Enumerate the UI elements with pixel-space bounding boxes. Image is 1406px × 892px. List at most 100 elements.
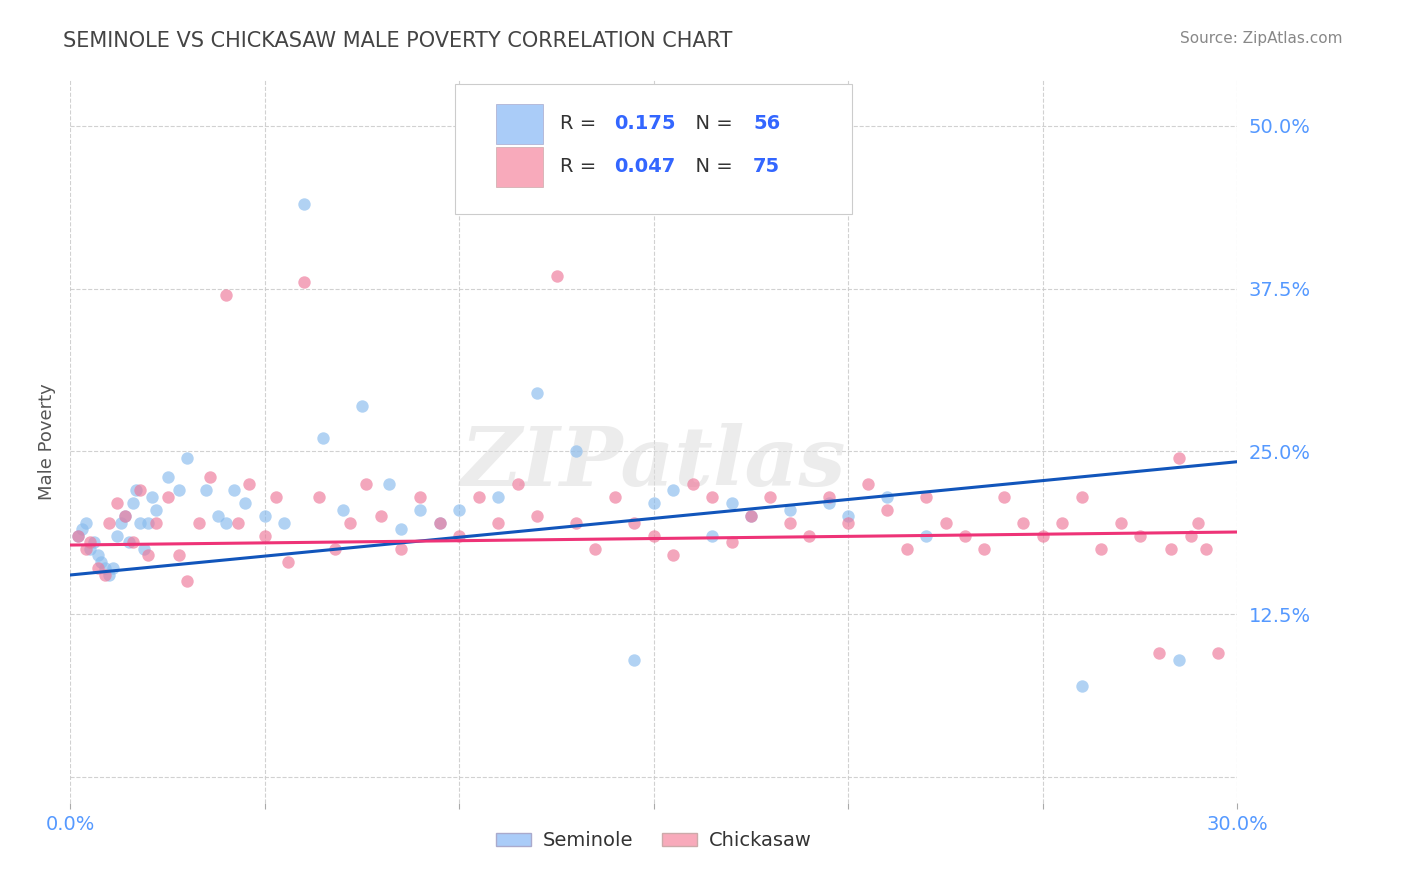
Point [1187, 516, 1209, 530]
Text: 75: 75 [754, 158, 780, 177]
Point [105, 496, 128, 510]
Point [312, 431, 335, 445]
Point [643, 529, 665, 543]
Point [973, 541, 995, 556]
Point [1012, 516, 1035, 530]
Point [121, 496, 143, 510]
Point [86, 549, 108, 563]
Point [818, 490, 841, 504]
Point [876, 503, 898, 517]
Point [546, 268, 568, 283]
FancyBboxPatch shape [496, 103, 543, 144]
Point [67, 529, 90, 543]
Point [121, 535, 143, 549]
Point [86, 561, 108, 575]
Point [233, 496, 256, 510]
Point [90, 555, 112, 569]
Point [141, 490, 163, 504]
Point [253, 529, 276, 543]
Point [953, 529, 976, 543]
Text: Source: ZipAtlas.com: Source: ZipAtlas.com [1180, 31, 1343, 46]
Point [662, 483, 685, 498]
Text: R =: R = [561, 158, 603, 177]
Point [378, 476, 401, 491]
Point [915, 490, 938, 504]
Point [837, 509, 859, 524]
Point [129, 483, 152, 498]
Point [759, 490, 782, 504]
Point [354, 476, 377, 491]
Point [429, 516, 451, 530]
Point [409, 490, 432, 504]
Point [215, 516, 238, 530]
Point [145, 503, 167, 517]
Point [623, 516, 645, 530]
Point [682, 476, 704, 491]
Point [896, 541, 918, 556]
Point [75, 516, 97, 530]
Point [526, 385, 548, 400]
Point [389, 541, 412, 556]
Point [623, 652, 645, 666]
Point [585, 541, 607, 556]
Point [277, 555, 299, 569]
Point [409, 503, 432, 517]
Point [449, 529, 471, 543]
Point [837, 516, 859, 530]
FancyBboxPatch shape [456, 84, 852, 214]
Point [292, 197, 315, 211]
Point [292, 275, 315, 289]
Point [352, 399, 374, 413]
Point [308, 490, 330, 504]
Point [129, 516, 152, 530]
Point [1206, 646, 1229, 660]
Point [1070, 490, 1092, 504]
Point [720, 535, 742, 549]
Point [779, 503, 801, 517]
Point [1090, 541, 1112, 556]
Point [136, 549, 159, 563]
Point [603, 490, 626, 504]
Point [79, 535, 101, 549]
Point [702, 490, 724, 504]
Point [70, 523, 93, 537]
Point [1032, 529, 1054, 543]
Point [1160, 541, 1182, 556]
Point [134, 541, 156, 556]
Point [565, 516, 588, 530]
FancyBboxPatch shape [496, 147, 543, 186]
Point [118, 535, 141, 549]
Point [429, 516, 451, 530]
Point [176, 574, 198, 589]
Point [226, 516, 249, 530]
Point [486, 516, 509, 530]
Y-axis label: Male Poverty: Male Poverty [38, 384, 56, 500]
Point [195, 483, 218, 498]
Point [526, 509, 548, 524]
Point [101, 561, 124, 575]
Point [79, 541, 101, 556]
Point [1195, 541, 1218, 556]
Point [467, 490, 491, 504]
Point [323, 541, 346, 556]
Point [506, 476, 529, 491]
Point [98, 516, 121, 530]
Point [114, 509, 136, 524]
Point [207, 509, 229, 524]
Point [253, 509, 276, 524]
Point [105, 529, 128, 543]
Point [110, 516, 132, 530]
Point [176, 450, 198, 465]
Point [238, 476, 260, 491]
Point [1180, 529, 1202, 543]
Point [94, 568, 117, 582]
Point [993, 490, 1015, 504]
Point [339, 516, 361, 530]
Point [156, 490, 179, 504]
Point [720, 496, 742, 510]
Point [702, 529, 724, 543]
Point [200, 470, 222, 484]
Point [1167, 652, 1189, 666]
Text: ZIPatlas: ZIPatlas [461, 423, 846, 503]
Point [740, 509, 762, 524]
